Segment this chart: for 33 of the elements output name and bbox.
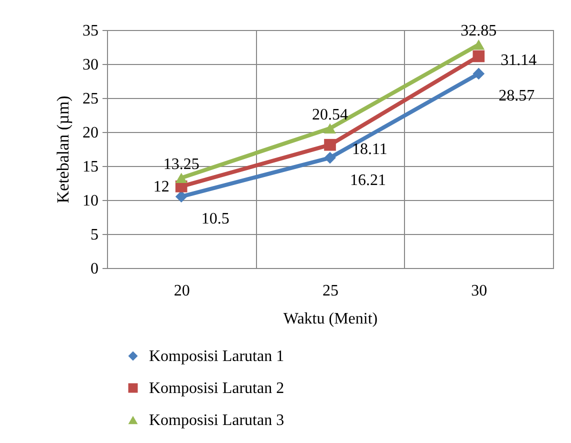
data-label: 10.5: [201, 210, 230, 228]
x-tick-label: 30: [471, 282, 488, 300]
data-label: 20.54: [312, 106, 348, 124]
data-label: 32.85: [460, 22, 497, 40]
data-label: 28.57: [498, 88, 535, 105]
y-tick-label: 20: [82, 124, 98, 142]
y-tick-label: 30: [82, 56, 98, 74]
data-label: 12: [153, 178, 170, 196]
legend-label: Komposisi Larutan 3: [149, 412, 284, 429]
y-tick-label: 35: [82, 22, 98, 40]
y-tick-label: 0: [90, 260, 98, 278]
point: [324, 123, 336, 134]
legend-label: Komposisi Larutan 1: [149, 348, 284, 365]
point: [472, 50, 485, 62]
y-tick-label: 10: [82, 192, 98, 210]
y-tick-label: 15: [82, 158, 98, 176]
y-tick-label: 5: [90, 226, 98, 244]
point: [472, 39, 485, 50]
data-label: 16.21: [350, 172, 386, 189]
data-label: 18.11: [352, 140, 388, 158]
point: [324, 152, 336, 164]
x-tick-label: 25: [322, 282, 338, 300]
legend-label: Komposisi Larutan 2: [149, 380, 284, 397]
point: [175, 172, 188, 184]
data-label: 13.25: [163, 156, 200, 173]
y-axis-title: Ketebalan (µm): [54, 96, 72, 204]
point: [472, 68, 485, 80]
x-axis-title: Waktu (Menit): [283, 310, 378, 328]
point: [324, 138, 336, 151]
data-label: 31.14: [500, 52, 537, 70]
point: [175, 190, 188, 203]
y-tick-label: 25: [82, 90, 98, 108]
x-tick-label: 20: [174, 282, 190, 300]
